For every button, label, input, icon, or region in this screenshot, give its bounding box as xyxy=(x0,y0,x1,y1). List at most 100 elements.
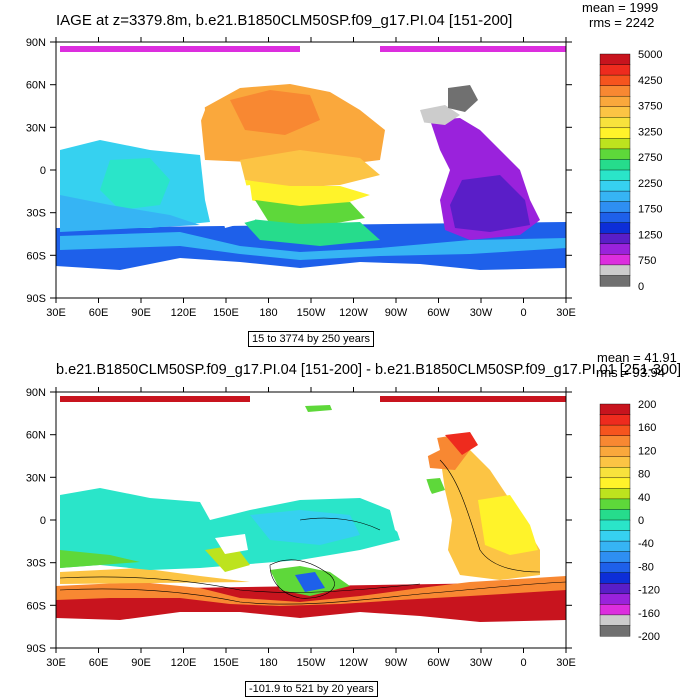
colorbar-swatch xyxy=(599,106,631,118)
colorbar-swatch xyxy=(599,201,631,213)
panel2-rms: rms = 93.94 xyxy=(596,365,666,380)
lon-label: 30E xyxy=(556,307,576,319)
colorbar-swatch xyxy=(599,530,631,542)
colorbar-swatch xyxy=(599,243,631,255)
colorbar-label: 4250 xyxy=(638,75,662,87)
lon-label: 150E xyxy=(213,307,239,319)
panel1-ocean-field xyxy=(56,46,566,270)
colorbar-swatch xyxy=(599,403,631,416)
lon-label: 90W xyxy=(385,657,408,669)
colorbar-swatch xyxy=(599,117,631,129)
colorbar-swatch xyxy=(599,572,631,584)
colorbar-label: -160 xyxy=(638,608,660,620)
panel2-mean: mean = 41.91 xyxy=(597,350,677,365)
lat-label: 0 xyxy=(40,515,46,527)
colorbar-swatch xyxy=(599,540,631,553)
lon-label: 90E xyxy=(131,307,151,319)
lon-label: 120E xyxy=(171,307,197,319)
colorbar-label: 0 xyxy=(638,515,644,527)
panel1-map: 90N 60N 30N 0 30S 60S 90S 30E 60E 90E 120E 150E 180… xyxy=(26,37,662,319)
colorbar-label: 5000 xyxy=(638,49,662,61)
lat-label: 30N xyxy=(26,472,46,484)
lon-label: 150E xyxy=(213,657,239,669)
lon-label: 30W xyxy=(470,307,493,319)
lon-label: 180 xyxy=(259,657,277,669)
colorbar-swatch xyxy=(599,625,631,637)
colorbar-swatch xyxy=(599,467,631,479)
lon-label: 30W xyxy=(470,657,493,669)
lat-label: 90S xyxy=(26,643,46,655)
colorbar-swatch xyxy=(599,148,631,160)
panel1-rms: rms = 2242 xyxy=(589,15,655,30)
colorbar-swatch xyxy=(599,127,631,139)
colorbar-swatch xyxy=(599,138,631,150)
colorbar-swatch xyxy=(599,85,631,97)
colorbar-swatch xyxy=(599,551,631,563)
panel1-lat-labels: 90N 60N 30N 0 30S 60S 90S xyxy=(26,37,46,305)
colorbar-label: 0 xyxy=(638,281,644,293)
colorbar-swatch xyxy=(599,64,631,76)
colorbar-label: 1750 xyxy=(638,204,662,216)
lat-label: 90S xyxy=(26,293,46,305)
colorbar-label: 750 xyxy=(638,255,656,267)
lat-label: 60N xyxy=(26,430,46,442)
panel1-title: IAGE at z=3379.8m, b.e21.B1850CLM50SP.f0… xyxy=(56,12,513,29)
colorbar-swatch xyxy=(599,519,631,532)
lon-label: 0 xyxy=(520,307,526,319)
colorbar-swatch xyxy=(599,604,631,616)
panel2-lon-labels: 30E 60E 90E 120E 150E 180 150W 120W 90W 60W 30W 0 30… xyxy=(46,387,576,669)
lat-label: 30S xyxy=(26,558,46,570)
colorbar-label: 40 xyxy=(638,492,650,504)
lon-label: 150W xyxy=(297,657,326,669)
panel1-land-mask xyxy=(56,54,566,298)
lon-label: 90E xyxy=(131,657,151,669)
colorbar-label: 3250 xyxy=(638,126,662,138)
colorbar-swatch xyxy=(599,424,631,437)
colorbar-label: -80 xyxy=(638,561,654,573)
lon-label: 60W xyxy=(427,657,450,669)
panel2-map: 90N 60N 30N 0 30S 60S 90S 30E 60E 90E 120E 150E 180… xyxy=(26,387,660,669)
colorbar-swatch xyxy=(599,53,631,66)
lat-label: 90N xyxy=(26,37,46,49)
colorbar-label: 120 xyxy=(638,445,656,457)
colorbar-label: 3750 xyxy=(638,101,662,113)
lon-label: 30E xyxy=(46,307,66,319)
lon-label: 120W xyxy=(339,307,368,319)
colorbar-swatch xyxy=(599,233,631,245)
colorbar-swatch xyxy=(599,435,631,447)
colorbar-swatch xyxy=(599,414,631,426)
colorbar-label: 2250 xyxy=(638,178,662,190)
colorbar-swatch xyxy=(599,74,631,87)
panel2-land-mask xyxy=(56,404,566,648)
colorbar-label: 1250 xyxy=(638,229,662,241)
colorbar-label: 160 xyxy=(638,422,656,434)
colorbar-swatch xyxy=(599,488,631,500)
lon-label: 0 xyxy=(520,657,526,669)
panel1-colorbar: 5000 4250 3750 3250 2750 2250 1750 1250 750 0 xyxy=(599,49,662,293)
colorbar-swatch xyxy=(599,222,631,234)
lat-label: 30N xyxy=(26,122,46,134)
lon-label: 120W xyxy=(339,657,368,669)
lat-label: 30S xyxy=(26,208,46,220)
colorbar-swatch xyxy=(599,254,631,266)
colorbar-swatch xyxy=(599,264,631,276)
panel2-colorbar: 200 160 120 80 40 0 -40 -80 -120 -160 -200 xyxy=(599,399,660,643)
panel1-mean: mean = 1999 xyxy=(582,0,659,15)
colorbar-swatch xyxy=(599,593,631,605)
colorbar-swatch xyxy=(599,561,631,574)
colorbar-swatch xyxy=(599,95,631,108)
colorbar-label: -200 xyxy=(638,631,660,643)
lon-label: 90W xyxy=(385,307,408,319)
colorbar-swatch xyxy=(599,498,631,510)
lon-label: 180 xyxy=(259,307,277,319)
panel2-ocean-field xyxy=(56,396,566,622)
lat-label: 90N xyxy=(26,387,46,399)
colorbar-label: -120 xyxy=(638,585,660,597)
colorbar-swatch xyxy=(599,583,631,595)
colorbar-swatch xyxy=(599,180,631,192)
panel2-range-box: -101.9 to 521 by 20 years xyxy=(245,681,378,697)
lat-label: 60S xyxy=(26,250,46,262)
lat-label: 0 xyxy=(40,165,46,177)
colorbar-swatch xyxy=(599,509,631,521)
panel2-lat-labels: 90N 60N 30N 0 30S 60S 90S xyxy=(26,387,46,655)
